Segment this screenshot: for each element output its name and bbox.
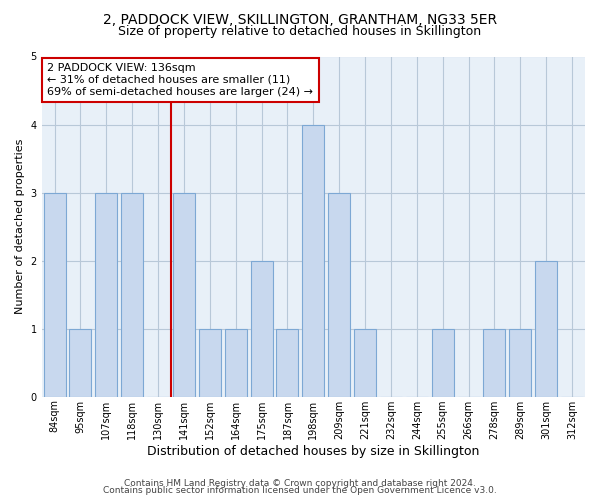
Bar: [225, 328, 247, 396]
Bar: [535, 260, 557, 396]
Bar: [70, 328, 91, 396]
Bar: [121, 192, 143, 396]
Bar: [484, 328, 505, 396]
Bar: [432, 328, 454, 396]
Text: 2, PADDOCK VIEW, SKILLINGTON, GRANTHAM, NG33 5ER: 2, PADDOCK VIEW, SKILLINGTON, GRANTHAM, …: [103, 12, 497, 26]
Bar: [199, 328, 221, 396]
Bar: [277, 328, 298, 396]
Y-axis label: Number of detached properties: Number of detached properties: [15, 139, 25, 314]
Text: 2 PADDOCK VIEW: 136sqm
← 31% of detached houses are smaller (11)
69% of semi-det: 2 PADDOCK VIEW: 136sqm ← 31% of detached…: [47, 64, 313, 96]
Text: Size of property relative to detached houses in Skillington: Size of property relative to detached ho…: [118, 25, 482, 38]
X-axis label: Distribution of detached houses by size in Skillington: Distribution of detached houses by size …: [147, 444, 479, 458]
Bar: [95, 192, 118, 396]
Text: Contains public sector information licensed under the Open Government Licence v3: Contains public sector information licen…: [103, 486, 497, 495]
Bar: [251, 260, 272, 396]
Bar: [509, 328, 532, 396]
Text: Contains HM Land Registry data © Crown copyright and database right 2024.: Contains HM Land Registry data © Crown c…: [124, 478, 476, 488]
Bar: [354, 328, 376, 396]
Bar: [328, 192, 350, 396]
Bar: [302, 124, 325, 396]
Bar: [44, 192, 65, 396]
Bar: [173, 192, 195, 396]
